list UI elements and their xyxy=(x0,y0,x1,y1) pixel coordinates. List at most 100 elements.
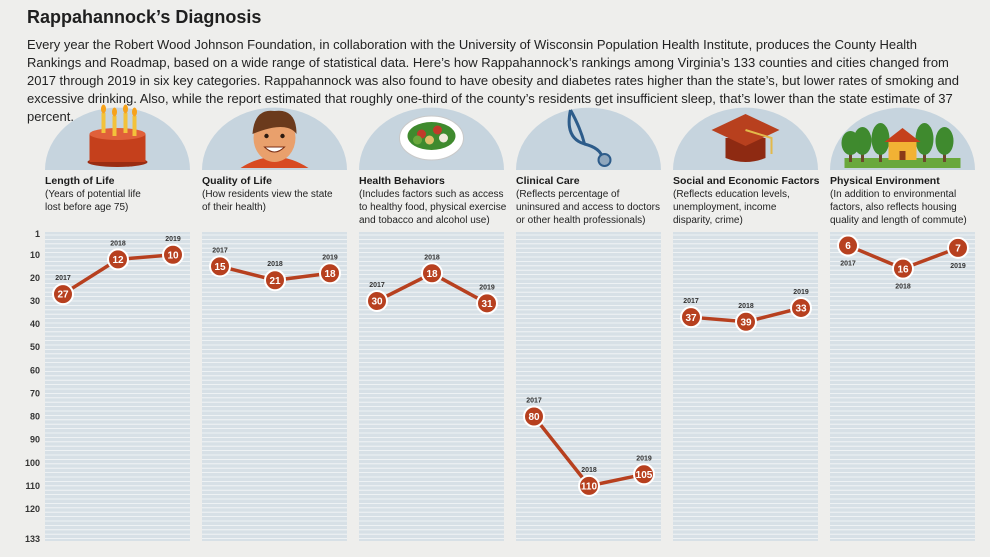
category-description: factors, also reflects housing xyxy=(830,202,957,213)
data-label: 33 xyxy=(795,304,807,315)
tree-crown xyxy=(935,127,954,155)
year-label: 2017 xyxy=(683,298,699,305)
y-tick-label: 60 xyxy=(30,365,40,375)
intro-paragraph: Every year the Robert Wood Johnson Found… xyxy=(27,37,960,124)
category-description: uninsured and access to doctors xyxy=(516,202,660,213)
year-label: 2019 xyxy=(322,254,338,261)
salad-topping xyxy=(425,135,434,145)
y-tick-label: 110 xyxy=(25,481,40,491)
category-description: quality and length of commute) xyxy=(830,215,967,226)
salad-plate-icon xyxy=(399,115,464,161)
data-point xyxy=(892,257,914,280)
data-point xyxy=(680,306,702,329)
data-label: 10 xyxy=(167,250,179,261)
cap-tassel xyxy=(745,129,773,154)
category-title: Quality of Life xyxy=(202,175,272,187)
year-label: 2019 xyxy=(793,289,809,296)
data-point xyxy=(476,292,498,315)
grid-lines xyxy=(830,234,975,539)
data-point xyxy=(735,310,757,333)
data-point xyxy=(107,248,129,271)
category-title: Social and Economic Factors xyxy=(673,175,820,187)
category-description: or other health professionals) xyxy=(516,215,646,226)
category-description: (Includes factors such as access xyxy=(359,189,504,200)
year-label: 2018 xyxy=(110,240,126,247)
panel: Health Behaviors (Includes factors such a… xyxy=(359,107,507,541)
category-description: (Reflects education levels, xyxy=(673,189,790,200)
candle xyxy=(123,113,128,133)
birthday-cake-icon xyxy=(87,104,148,167)
year-label: 2017 xyxy=(526,398,542,405)
tree-crown xyxy=(841,131,860,155)
smile xyxy=(263,146,286,153)
page-title: Rappahannock’s Diagnosis xyxy=(27,7,262,27)
panel: Clinical Care (Reflects percentage of unin… xyxy=(516,107,661,541)
candle-flame xyxy=(132,107,137,117)
tree-crown xyxy=(871,123,890,155)
category-description: (In addition to environmental xyxy=(830,189,956,200)
y-tick-label: 50 xyxy=(30,342,40,352)
year-label: 2018 xyxy=(738,303,754,310)
data-label: 7 xyxy=(955,243,961,254)
graduation-cap-icon xyxy=(711,114,780,162)
data-point xyxy=(209,255,231,278)
tree-trunk xyxy=(861,152,864,162)
year-label: 2017 xyxy=(55,275,71,282)
stethoscope-tube xyxy=(569,109,586,145)
year-label: 2019 xyxy=(165,236,181,243)
hair xyxy=(252,110,297,134)
y-tick-label: 100 xyxy=(25,458,40,468)
category-description: disparity, crime) xyxy=(673,215,743,226)
data-label: 16 xyxy=(897,264,909,275)
category-description: lost before age 75) xyxy=(45,202,128,213)
data-label: 21 xyxy=(269,276,281,287)
data-label: 80 xyxy=(528,412,540,423)
data-point xyxy=(421,262,443,285)
data-point xyxy=(837,234,859,257)
candle xyxy=(112,116,117,136)
cake-top xyxy=(89,128,146,140)
right-eye xyxy=(280,133,285,139)
salad-topping xyxy=(433,125,442,135)
candle xyxy=(132,116,137,136)
year-label: 2018 xyxy=(424,254,440,261)
house-trees-icon xyxy=(841,123,961,168)
data-label: 27 xyxy=(57,290,69,301)
year-label: 2018 xyxy=(267,261,283,268)
year-label: 2017 xyxy=(369,282,385,289)
data-point xyxy=(790,296,812,319)
panel: Social and Economic Factors (Reflects edu… xyxy=(673,107,820,541)
data-label: 18 xyxy=(426,269,438,280)
grid-lines xyxy=(359,234,504,539)
data-point xyxy=(319,262,341,285)
y-tick-label: 10 xyxy=(30,250,40,260)
data-point xyxy=(264,269,286,292)
candle xyxy=(101,113,106,133)
category-description: and tobacco and alcohol use) xyxy=(359,215,490,226)
year-label: 2017 xyxy=(840,261,856,268)
y-tick-label: 90 xyxy=(30,435,40,445)
y-tick-label: 133 xyxy=(25,534,40,544)
data-label: 30 xyxy=(371,297,383,308)
y-tick-label: 40 xyxy=(30,319,40,329)
panel: Length of Life (Years of potential life lo… xyxy=(45,104,190,541)
category-description: unemployment, income xyxy=(673,202,777,213)
data-label: 37 xyxy=(685,313,697,324)
smiling-face-icon xyxy=(240,110,309,168)
salad-topping xyxy=(413,135,422,145)
data-label: 15 xyxy=(214,262,226,273)
y-tick-label: 1 xyxy=(35,229,40,239)
data-point xyxy=(52,283,74,306)
category-description: (Reflects percentage of xyxy=(516,189,620,200)
house-roof xyxy=(884,128,921,142)
data-label: 18 xyxy=(324,269,336,280)
tree-trunk xyxy=(849,152,852,162)
year-label: 2019 xyxy=(950,263,966,270)
y-tick-label: 30 xyxy=(30,296,40,306)
data-label: 39 xyxy=(740,317,752,328)
data-label: 6 xyxy=(845,241,851,252)
data-point xyxy=(366,290,388,313)
grid-lines xyxy=(516,234,661,539)
year-label: 2018 xyxy=(895,284,911,291)
